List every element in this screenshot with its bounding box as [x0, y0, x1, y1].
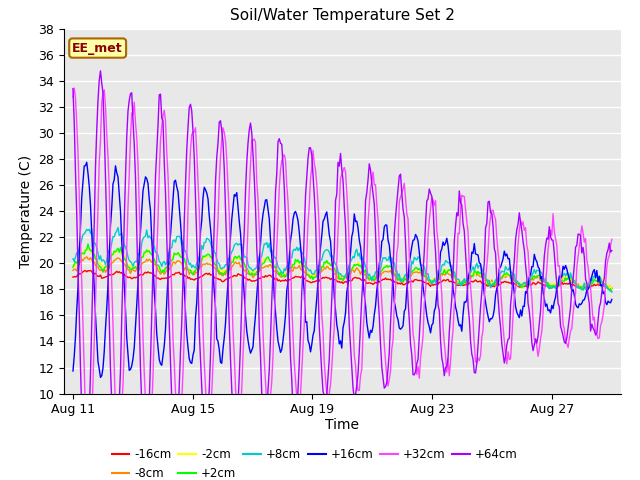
+8cm: [608, 289, 616, 295]
-16cm: [86, 268, 94, 274]
+16cm: [445, 255, 453, 261]
+64cm: [384, 366, 392, 372]
-2cm: [608, 286, 616, 292]
+32cm: [85, 450, 93, 456]
+16cm: [69, 368, 77, 374]
+2cm: [444, 268, 452, 274]
+64cm: [498, 341, 506, 347]
-16cm: [111, 270, 119, 276]
-8cm: [444, 271, 452, 276]
-16cm: [69, 274, 77, 280]
-8cm: [383, 268, 390, 274]
+32cm: [70, 85, 78, 91]
Text: EE_met: EE_met: [72, 42, 123, 55]
+32cm: [498, 303, 506, 309]
+32cm: [384, 383, 392, 389]
+8cm: [114, 225, 122, 230]
-8cm: [111, 257, 119, 263]
-16cm: [497, 281, 504, 287]
+16cm: [498, 260, 506, 266]
Line: +32cm: +32cm: [73, 88, 612, 453]
+16cm: [83, 159, 91, 165]
+2cm: [111, 249, 119, 255]
-16cm: [383, 276, 390, 282]
-8cm: [564, 276, 572, 282]
Line: -2cm: -2cm: [73, 248, 612, 289]
+64cm: [566, 315, 573, 321]
+32cm: [445, 373, 453, 379]
Line: -8cm: -8cm: [73, 257, 612, 288]
+64cm: [69, 86, 77, 92]
+32cm: [486, 214, 494, 219]
+64cm: [608, 248, 616, 253]
-8cm: [486, 280, 493, 286]
+2cm: [69, 264, 77, 270]
-8cm: [608, 285, 616, 291]
-2cm: [85, 245, 93, 251]
+64cm: [486, 210, 494, 216]
-2cm: [564, 273, 572, 279]
-16cm: [564, 281, 572, 287]
+32cm: [608, 237, 616, 242]
Line: +64cm: +64cm: [73, 71, 612, 469]
+64cm: [445, 329, 453, 335]
+16cm: [384, 237, 392, 243]
Title: Soil/Water Temperature Set 2: Soil/Water Temperature Set 2: [230, 9, 455, 24]
+32cm: [69, 95, 77, 100]
+64cm: [82, 466, 90, 472]
+16cm: [486, 316, 494, 322]
Line: +8cm: +8cm: [73, 228, 612, 292]
+64cm: [97, 68, 104, 74]
Line: +16cm: +16cm: [73, 162, 612, 377]
-16cm: [444, 276, 452, 282]
-8cm: [69, 267, 77, 273]
+8cm: [110, 234, 118, 240]
+8cm: [383, 257, 390, 263]
X-axis label: Time: Time: [325, 418, 360, 432]
+32cm: [113, 422, 120, 428]
+2cm: [497, 276, 504, 282]
+8cm: [69, 256, 77, 262]
-16cm: [605, 287, 613, 292]
+8cm: [564, 270, 572, 276]
+64cm: [113, 447, 120, 453]
+32cm: [566, 336, 573, 341]
+16cm: [566, 276, 573, 281]
-16cm: [486, 281, 493, 287]
-2cm: [497, 275, 504, 281]
+2cm: [564, 275, 572, 281]
+16cm: [608, 297, 616, 302]
+2cm: [84, 241, 92, 247]
+16cm: [97, 374, 104, 380]
-16cm: [608, 286, 616, 291]
-8cm: [497, 276, 504, 281]
Y-axis label: Temperature (C): Temperature (C): [19, 155, 33, 268]
+8cm: [444, 260, 452, 266]
+2cm: [608, 289, 616, 295]
+2cm: [486, 280, 493, 286]
-2cm: [486, 278, 493, 284]
+16cm: [113, 170, 120, 176]
-2cm: [383, 264, 390, 269]
-2cm: [111, 250, 119, 256]
-8cm: [83, 254, 91, 260]
Line: -16cm: -16cm: [73, 271, 612, 289]
+2cm: [383, 263, 390, 268]
+8cm: [497, 270, 504, 276]
-2cm: [444, 267, 452, 273]
-2cm: [69, 262, 77, 268]
Legend: -16cm, -8cm, -2cm, +2cm, +8cm, +16cm, +32cm, +64cm: -16cm, -8cm, -2cm, +2cm, +8cm, +16cm, +3…: [107, 443, 522, 480]
+8cm: [486, 278, 493, 284]
Line: +2cm: +2cm: [73, 244, 612, 292]
